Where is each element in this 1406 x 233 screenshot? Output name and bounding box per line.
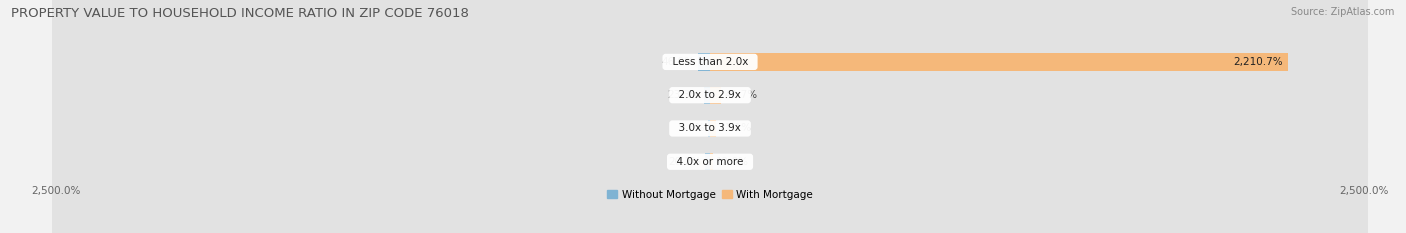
Bar: [697, 53, 710, 71]
FancyBboxPatch shape: [52, 0, 1368, 233]
Text: 21.1%: 21.1%: [718, 123, 752, 134]
Bar: [707, 120, 710, 137]
Text: 2.0x to 2.9x: 2.0x to 2.9x: [672, 90, 748, 100]
Bar: [704, 153, 710, 170]
Text: Source: ZipAtlas.com: Source: ZipAtlas.com: [1291, 7, 1395, 17]
Text: 2,210.7%: 2,210.7%: [1233, 57, 1282, 67]
Text: 20.2%: 20.2%: [669, 157, 702, 167]
Text: 46.9%: 46.9%: [661, 57, 695, 67]
Text: 12.0%: 12.0%: [716, 157, 749, 167]
FancyBboxPatch shape: [52, 0, 1368, 233]
Bar: [710, 153, 713, 170]
Text: 4.0x or more: 4.0x or more: [671, 157, 749, 167]
Bar: [704, 86, 710, 104]
Text: PROPERTY VALUE TO HOUSEHOLD INCOME RATIO IN ZIP CODE 76018: PROPERTY VALUE TO HOUSEHOLD INCOME RATIO…: [11, 7, 470, 20]
Text: 42.7%: 42.7%: [724, 90, 758, 100]
Text: 23.3%: 23.3%: [668, 90, 700, 100]
Legend: Without Mortgage, With Mortgage: Without Mortgage, With Mortgage: [605, 188, 815, 202]
FancyBboxPatch shape: [52, 0, 1368, 233]
Text: Less than 2.0x: Less than 2.0x: [665, 57, 755, 67]
Bar: [710, 53, 1288, 71]
Text: 9.6%: 9.6%: [678, 123, 704, 134]
Bar: [710, 120, 716, 137]
FancyBboxPatch shape: [52, 0, 1368, 233]
Bar: [710, 86, 721, 104]
Text: 3.0x to 3.9x: 3.0x to 3.9x: [672, 123, 748, 134]
